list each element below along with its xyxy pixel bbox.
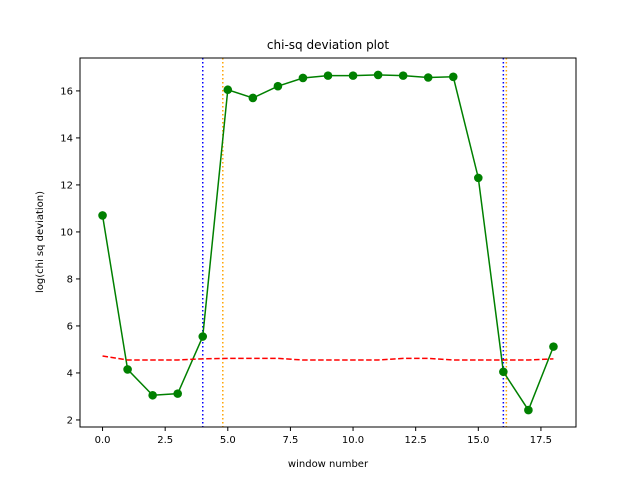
y-tick-label: 6 [67, 321, 73, 332]
y-tick-label: 2 [67, 415, 73, 426]
data-point [173, 389, 182, 398]
y-tick-label: 8 [67, 274, 73, 285]
data-point [549, 342, 558, 351]
data-point [248, 93, 258, 103]
axis-ticks: 0.0 2.5 5.0 7.5 10.0 12.5 15.0 17.5 2 4 6 8 10 12 14 16 [60, 86, 552, 446]
x-tick-label: 12.5 [405, 435, 427, 446]
x-tick-label: 15.0 [467, 435, 489, 446]
x-axis-label: window number [288, 459, 369, 470]
axes-frame [79, 57, 577, 428]
data-point [373, 70, 383, 80]
y-tick-label: 12 [60, 180, 73, 191]
y-tick-label: 14 [60, 133, 73, 144]
x-tick-label: 7.5 [282, 435, 298, 446]
data-point [348, 71, 358, 80]
data-point [298, 73, 308, 83]
data-point [98, 211, 107, 220]
y-tick-label: 16 [60, 86, 73, 97]
x-tick-label: 10.0 [342, 435, 364, 446]
data-point [223, 85, 233, 95]
data-point [148, 390, 157, 400]
x-tick-label: 0.0 [95, 435, 111, 446]
data-point [123, 365, 132, 374]
x-tick-label: 5.0 [220, 435, 236, 446]
x-tick-label: 17.5 [530, 435, 552, 446]
x-tick-label: 2.5 [157, 435, 173, 446]
chart-title: chi-sq deviation plot [267, 38, 389, 52]
data-point [524, 405, 533, 415]
data-point [198, 332, 208, 341]
plot-area [98, 58, 558, 427]
data-point [474, 173, 483, 183]
data-point [323, 71, 333, 80]
data-point [423, 73, 433, 82]
y-tick-label: 10 [60, 227, 73, 238]
dashed-series-line [102, 355, 554, 361]
y-axis-label: log(chi sq deviation) [35, 191, 46, 293]
data-point [398, 71, 408, 80]
y-tick-label: 4 [67, 368, 73, 379]
data-point [273, 81, 283, 91]
data-point [448, 72, 458, 82]
data-point [499, 367, 508, 377]
